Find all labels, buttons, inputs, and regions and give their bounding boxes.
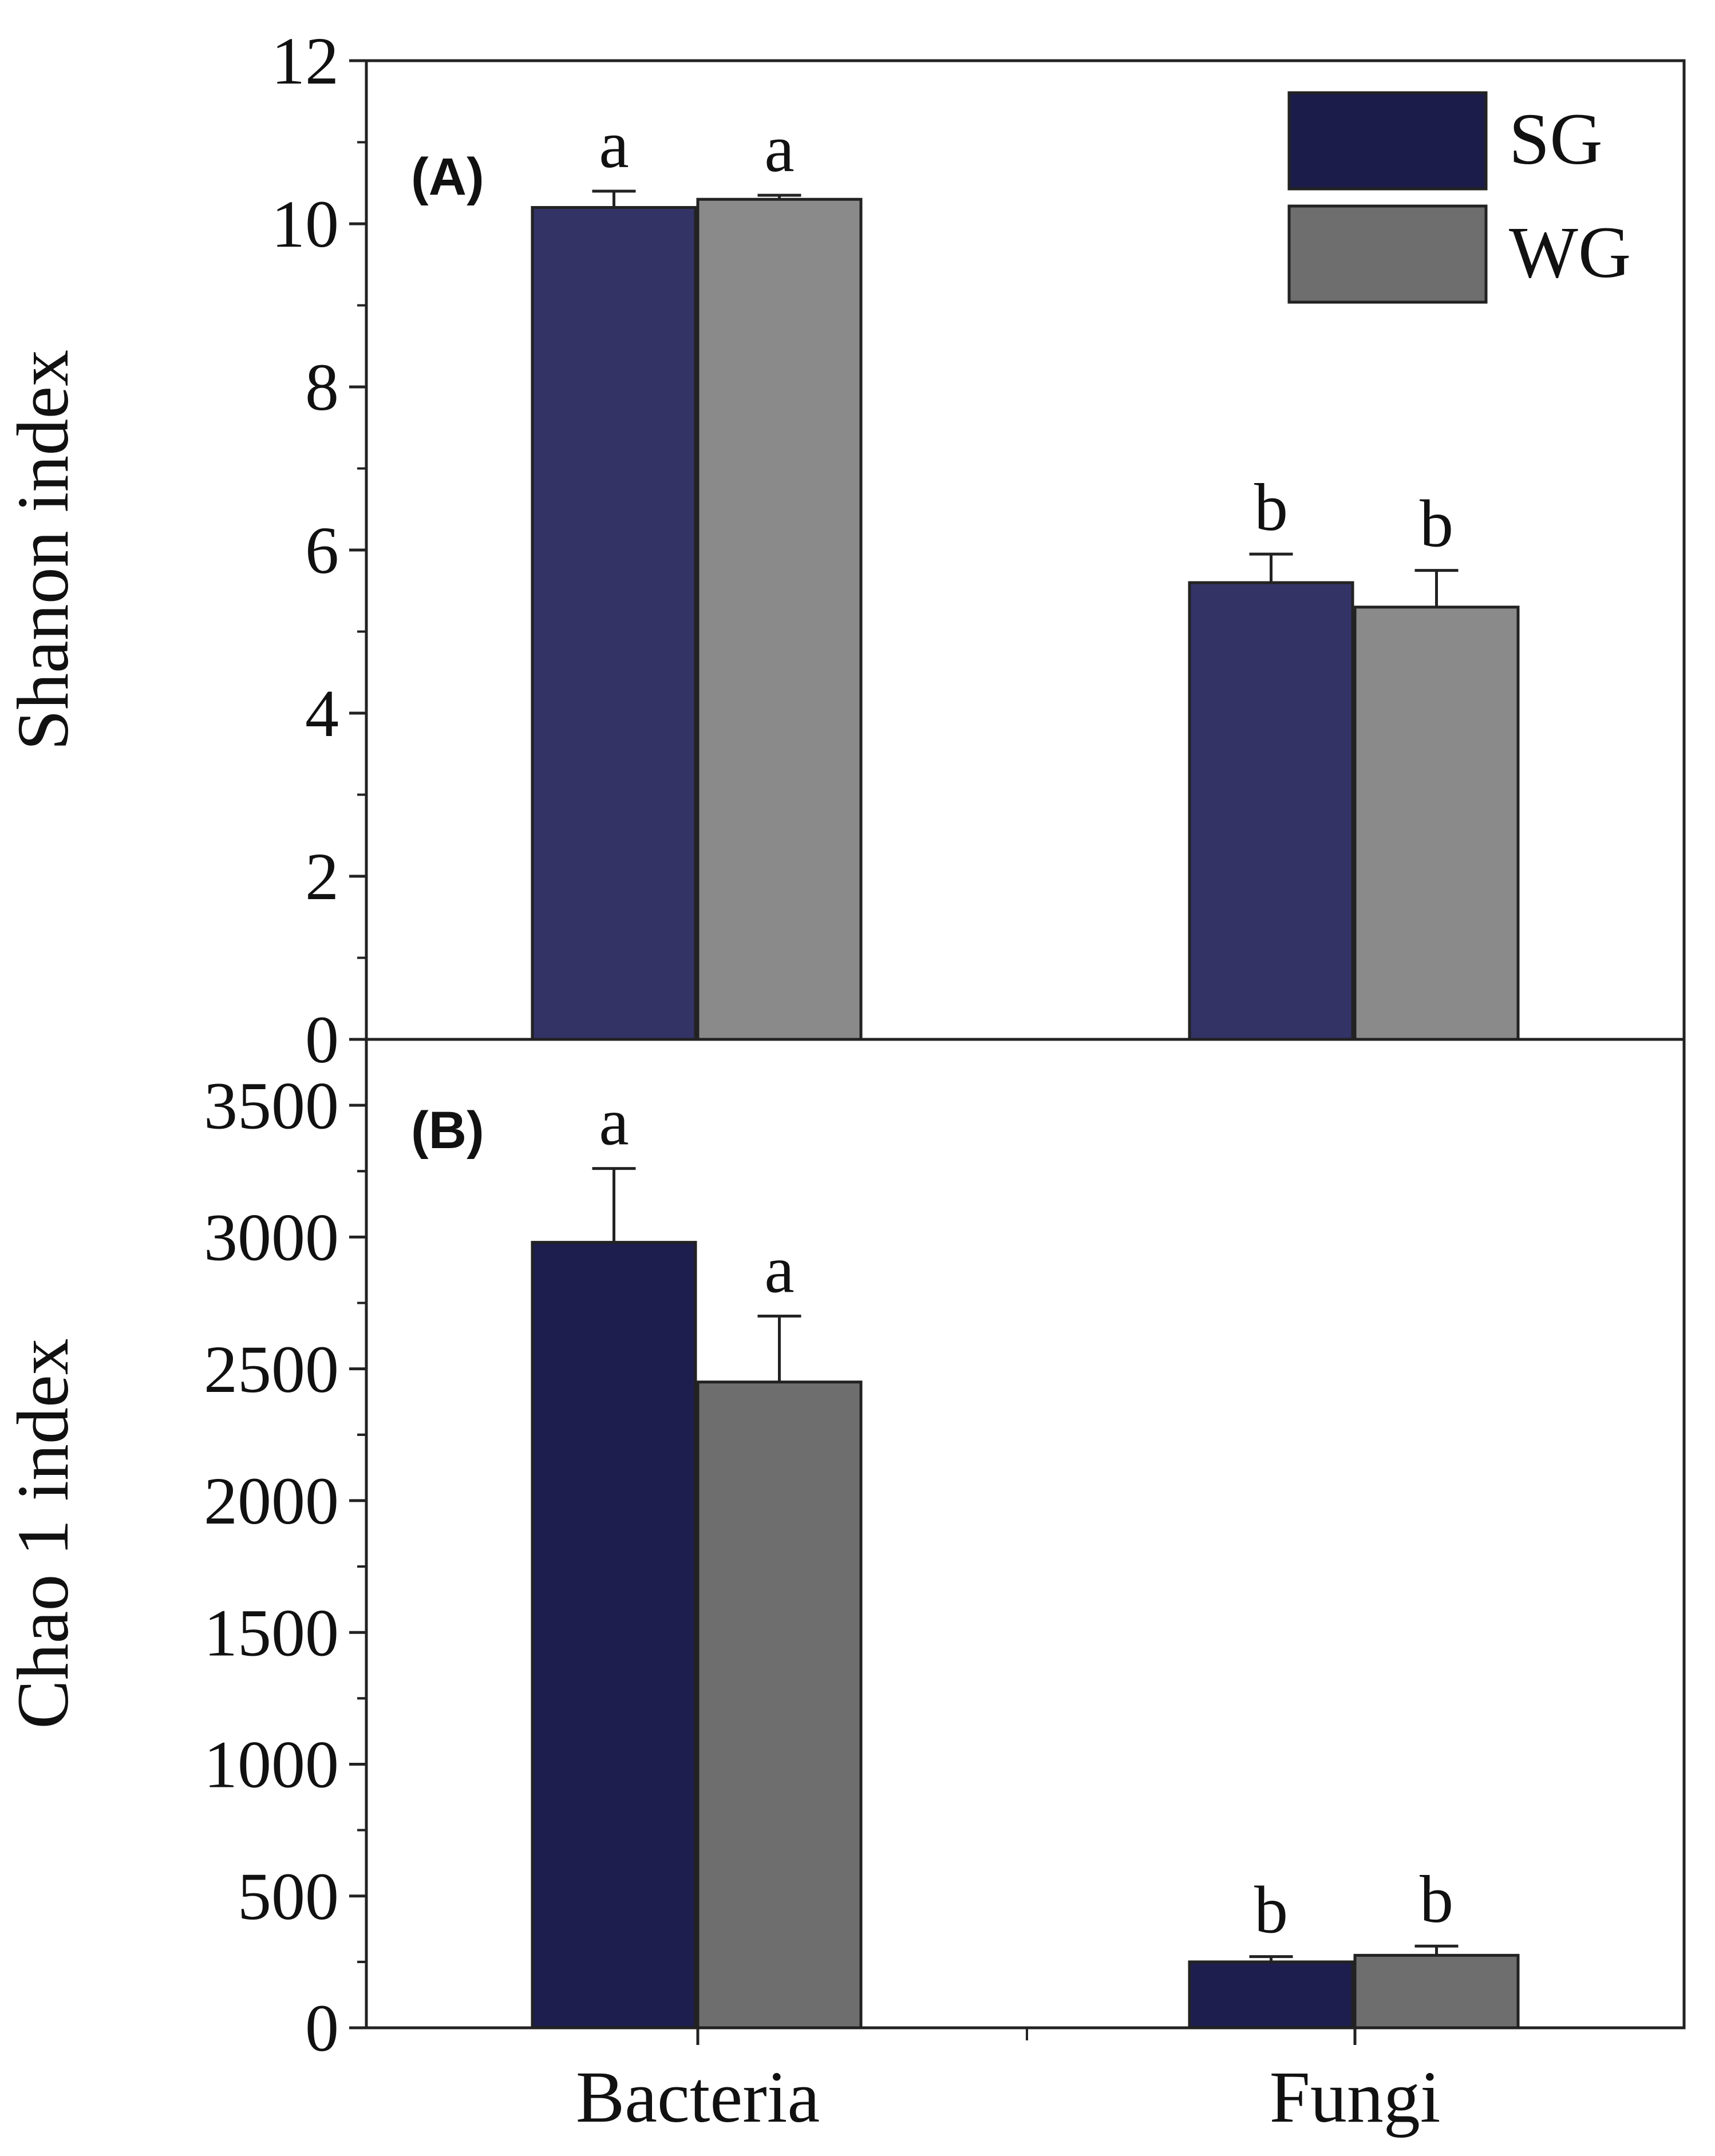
y-tick-label: 4	[305, 676, 339, 751]
significance-letter: a	[599, 107, 629, 182]
x-tick-label: Fungi	[1270, 2056, 1441, 2138]
x-tick-label: Bacteria	[576, 2056, 820, 2138]
legend-label-SG: SG	[1509, 98, 1603, 180]
significance-letter: b	[1420, 1862, 1453, 1937]
bar-WG-Fungi	[1353, 606, 1520, 1041]
significance-letter: a	[599, 1085, 629, 1160]
legend-label-WG: WG	[1509, 212, 1631, 293]
significance-letter: b	[1254, 470, 1288, 545]
legend-swatch-WG	[1287, 204, 1488, 304]
y-axis-label: Chao 1 index	[2, 1338, 84, 1729]
y-tick-label: 10	[271, 187, 339, 262]
y-tick-label: 3000	[204, 1200, 339, 1275]
y-tick-label: 500	[238, 1859, 339, 1934]
y-axis-label: Shanon index	[2, 350, 84, 750]
bar-SG-Fungi	[1188, 581, 1354, 1041]
significance-letter: b	[1420, 486, 1453, 561]
legend-swatch-SG	[1287, 91, 1488, 191]
y-tick-label: 8	[305, 350, 339, 425]
significance-letter: b	[1254, 1873, 1288, 1948]
panel-label: (A)	[411, 148, 484, 206]
significance-letter: a	[764, 1232, 794, 1307]
y-tick-label: 1000	[204, 1727, 339, 1802]
y-tick-label: 2	[305, 839, 339, 914]
significance-letter: a	[764, 111, 794, 186]
y-tick-label: 1500	[204, 1595, 339, 1670]
y-tick-label: 2500	[204, 1332, 339, 1407]
bar-SG-Bacteria	[531, 1241, 697, 2030]
panel-B-frame	[365, 1038, 1686, 2030]
y-tick-label: 0	[305, 1002, 339, 1077]
y-tick-label: 3500	[204, 1068, 339, 1143]
bar-SG-Bacteria	[531, 206, 697, 1041]
bar-WG-Bacteria	[696, 197, 863, 1041]
y-tick-label: 6	[305, 513, 339, 588]
y-tick-label: 2000	[204, 1463, 339, 1538]
panel-label: (B)	[411, 1101, 484, 1160]
bar-SG-Fungi	[1188, 1960, 1354, 2030]
y-tick-label: 0	[305, 1991, 339, 2066]
y-tick-label: 12	[271, 23, 339, 98]
bar-WG-Fungi	[1353, 1953, 1520, 2030]
bar-WG-Bacteria	[696, 1380, 863, 2030]
